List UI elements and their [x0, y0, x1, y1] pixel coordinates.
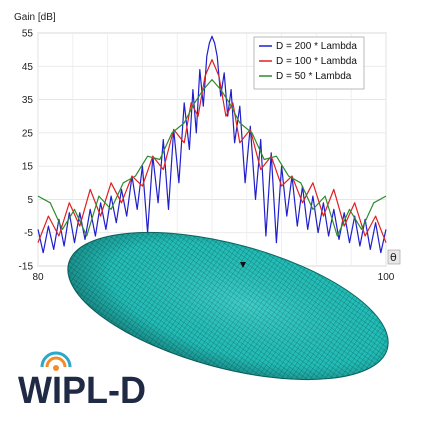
wipl-d-logo: WIPL-D [18, 351, 146, 412]
series-line-2 [37, 78, 387, 237]
x-tick-label: 100 [378, 272, 395, 283]
series-lines [37, 35, 387, 254]
y-tick-label: 45 [22, 62, 34, 73]
legend-box [253, 36, 365, 90]
x-tick-label: 80 [32, 272, 44, 283]
y-tick-label: 5 [27, 195, 33, 206]
x-axis-unit: θ [387, 249, 401, 265]
x-tick-labels: 80 100 [32, 272, 394, 283]
series-line-0 [37, 35, 387, 254]
y-tick-label: 25 [22, 128, 34, 139]
legend-label-2: D = 50 * Lambda [276, 71, 352, 82]
mesh-shading [67, 232, 389, 380]
y-tick-label: -5 [24, 228, 33, 239]
y-tick-label: 35 [22, 95, 34, 106]
series-line-1 [37, 58, 387, 243]
y-tick-label: 15 [22, 162, 34, 173]
legend-label-1: D = 100 * Lambda [276, 56, 357, 67]
legend-label-0: D = 200 * Lambda [276, 41, 357, 52]
feed-marker-icon [240, 262, 246, 268]
legend: D = 200 * Lambda D = 100 * Lambda D = 50 *… [253, 36, 365, 90]
y-tick-label: -15 [19, 262, 34, 273]
logo-text: WIPL-D [18, 370, 146, 412]
theta-symbol: θ [390, 251, 397, 264]
y-tick-labels: 55 45 35 25 15 5 -5 -15 [19, 29, 34, 273]
antenna-mesh-model [67, 231, 389, 381]
y-axis-label: Gain [dB] [14, 12, 56, 23]
y-tick-label: 55 [22, 29, 34, 40]
